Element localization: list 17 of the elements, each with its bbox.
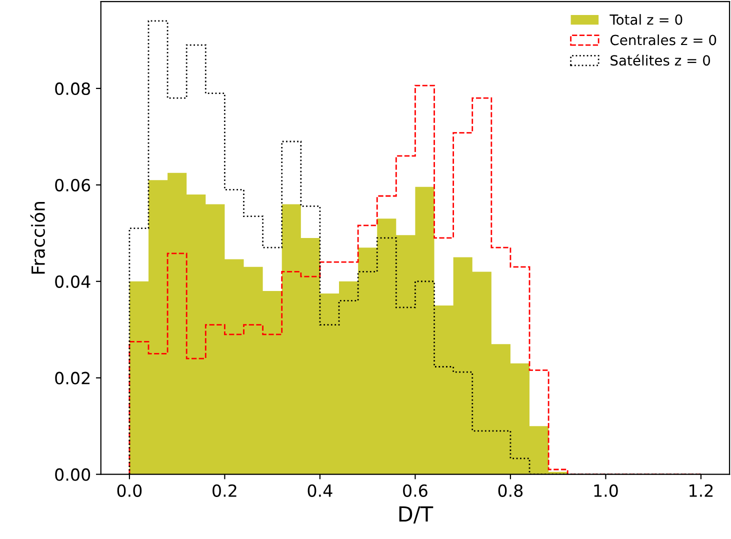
y-axis-title: Fracción: [30, 202, 45, 274]
x-tick-label: 1.2: [690, 484, 713, 497]
legend-label: Centrales z = 0: [610, 34, 716, 46]
y-tick-label: 0.00: [55, 468, 90, 481]
y-tick-label: 0.08: [55, 82, 90, 96]
y-tick-label: 0.02: [55, 372, 90, 384]
x-axis-title: D/T: [399, 506, 434, 524]
y-tick-label: 0.04: [55, 275, 90, 288]
x-tick-label: 0.2: [212, 484, 236, 497]
x-tick-label: 0.4: [308, 484, 332, 497]
legend-label: Total z = 0: [610, 14, 682, 25]
y-tick-label: 0.06: [55, 178, 90, 192]
legend-label: Satélites z = 0: [610, 54, 710, 66]
x-tick-label: 0.0: [117, 484, 142, 497]
x-tick-label: 1.0: [594, 484, 618, 497]
x-tick-label: 0.8: [498, 484, 523, 497]
x-tick-label: 0.6: [403, 484, 428, 497]
